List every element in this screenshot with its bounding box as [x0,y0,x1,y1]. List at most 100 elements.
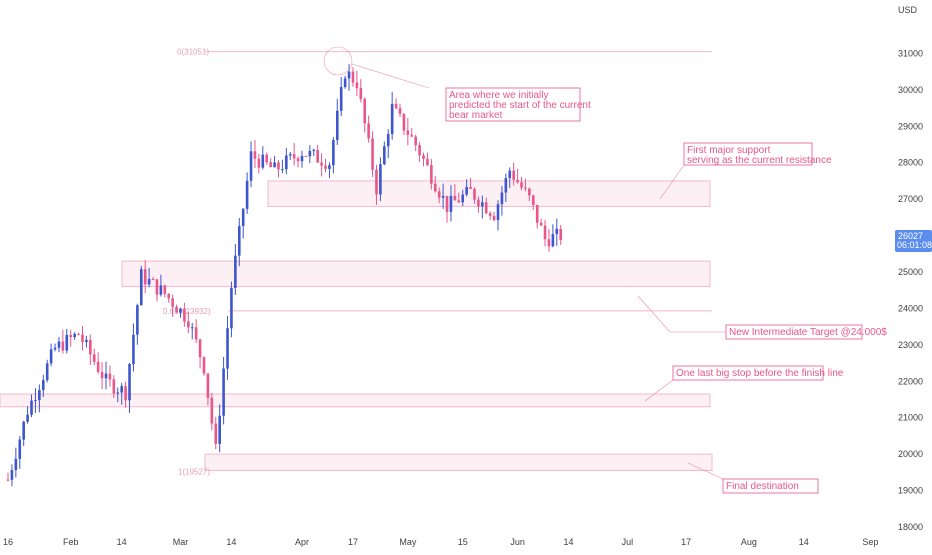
candle-body [281,169,284,171]
candle-body [488,213,492,216]
candle-body [190,327,194,329]
annotation-text: predicted the start of the current [449,100,591,111]
candle-body [241,208,245,227]
countdown-value: 06:01:08 [897,240,932,250]
candle-body [183,308,186,322]
annotation-text: serving as the current resistance [687,155,832,166]
candle-body [147,279,151,285]
candle-body [457,200,461,203]
candle-body [516,179,519,183]
candle-body [426,158,429,166]
candle-body [85,339,88,343]
annotation-text: First major support [687,145,771,156]
candle-body [265,154,269,163]
candle-body [473,188,476,200]
annotation-text: Area where we initially [449,90,549,101]
candle-body [410,134,414,137]
candle-body [379,164,382,195]
candle-body [461,194,465,203]
candle-body [492,215,496,221]
annotation-pointer [659,164,685,200]
candle-body [132,334,135,365]
candle-body [406,130,410,135]
candle-body [285,155,288,170]
candle-body [18,439,22,459]
candle-body [531,195,535,205]
candle-body [363,98,367,124]
annotation-box [722,478,819,494]
candle-body [53,347,57,350]
annotation-text: New Intermediate Target @24.000$ [729,327,887,338]
candle-body [175,306,178,313]
candle-body [124,386,127,401]
candle-body [390,103,394,134]
candle-body [277,162,280,170]
candle-body [187,321,190,328]
candle-body [218,415,221,444]
candle-body [524,187,527,189]
candle-body [210,397,214,424]
candle-body [69,334,73,338]
x-tick-label: Jul [622,537,634,547]
candle-body [214,423,218,444]
candle-body [398,108,402,114]
x-tick-label: 14 [117,537,127,547]
x-tick-label: 16 [3,537,13,547]
candle-body [288,154,292,156]
y-tick-label: 31000 [898,48,923,58]
fib-label: 0(31051) [177,48,209,57]
candle-body [559,228,563,241]
candle-body [304,155,308,157]
candle-body [441,195,445,198]
y-axis[interactable]: USD 310003000029000280002700026000250002… [898,5,923,532]
candle-body [539,222,543,226]
candle-body [449,195,453,212]
candle-body [273,162,276,168]
candle-body [500,192,504,205]
candle-body [249,151,253,181]
candle-body [484,202,488,214]
candle-body [194,327,198,340]
x-tick-label: May [399,537,417,547]
candle-body [73,333,76,338]
fib-label: 1(19527) [178,467,210,476]
candle-body [253,151,257,159]
candle-body [257,158,261,168]
x-axis[interactable]: 16 Feb 14 Mar 14 Apr 17 May 15 Jun 14 Jul 17 Aug 14 Sep [3,537,878,547]
annotation-text: One last big stop before the finish line [676,368,844,379]
candle-body [355,82,359,89]
y-tick-label: 30000 [898,85,923,95]
zone-last-stop-zone [0,393,711,408]
candle-body [151,279,155,281]
candle-body [465,186,468,195]
y-tick-label: 20000 [898,449,923,459]
candle-body [469,186,472,189]
fib-label: 0.618(23932) [163,307,211,316]
y-tick-label: 27000 [898,194,923,204]
x-tick-label: Feb [63,537,79,547]
candle-body [261,154,265,168]
candle-body [245,180,249,209]
candle-body [481,202,484,207]
candle-body [324,165,327,169]
candle-body [402,113,406,131]
y-tick-label: 25000 [898,267,923,277]
y-tick-label: 24000 [898,303,923,313]
candle-body [120,386,123,393]
candle-body [198,339,202,358]
candle-body [359,88,363,99]
annotation-text: bear market [449,110,503,121]
candle-body [202,357,206,374]
candle-body [528,188,531,196]
candle-body [234,255,237,288]
candle-body [104,373,108,379]
candle-body [477,199,480,207]
last-price-badge: 26027 06:01:08 [895,230,932,252]
candle-body [520,182,523,188]
candle-body [167,293,171,299]
candle-body [339,87,343,111]
last-price-badge-bg [895,230,932,252]
candle-body [453,195,457,201]
